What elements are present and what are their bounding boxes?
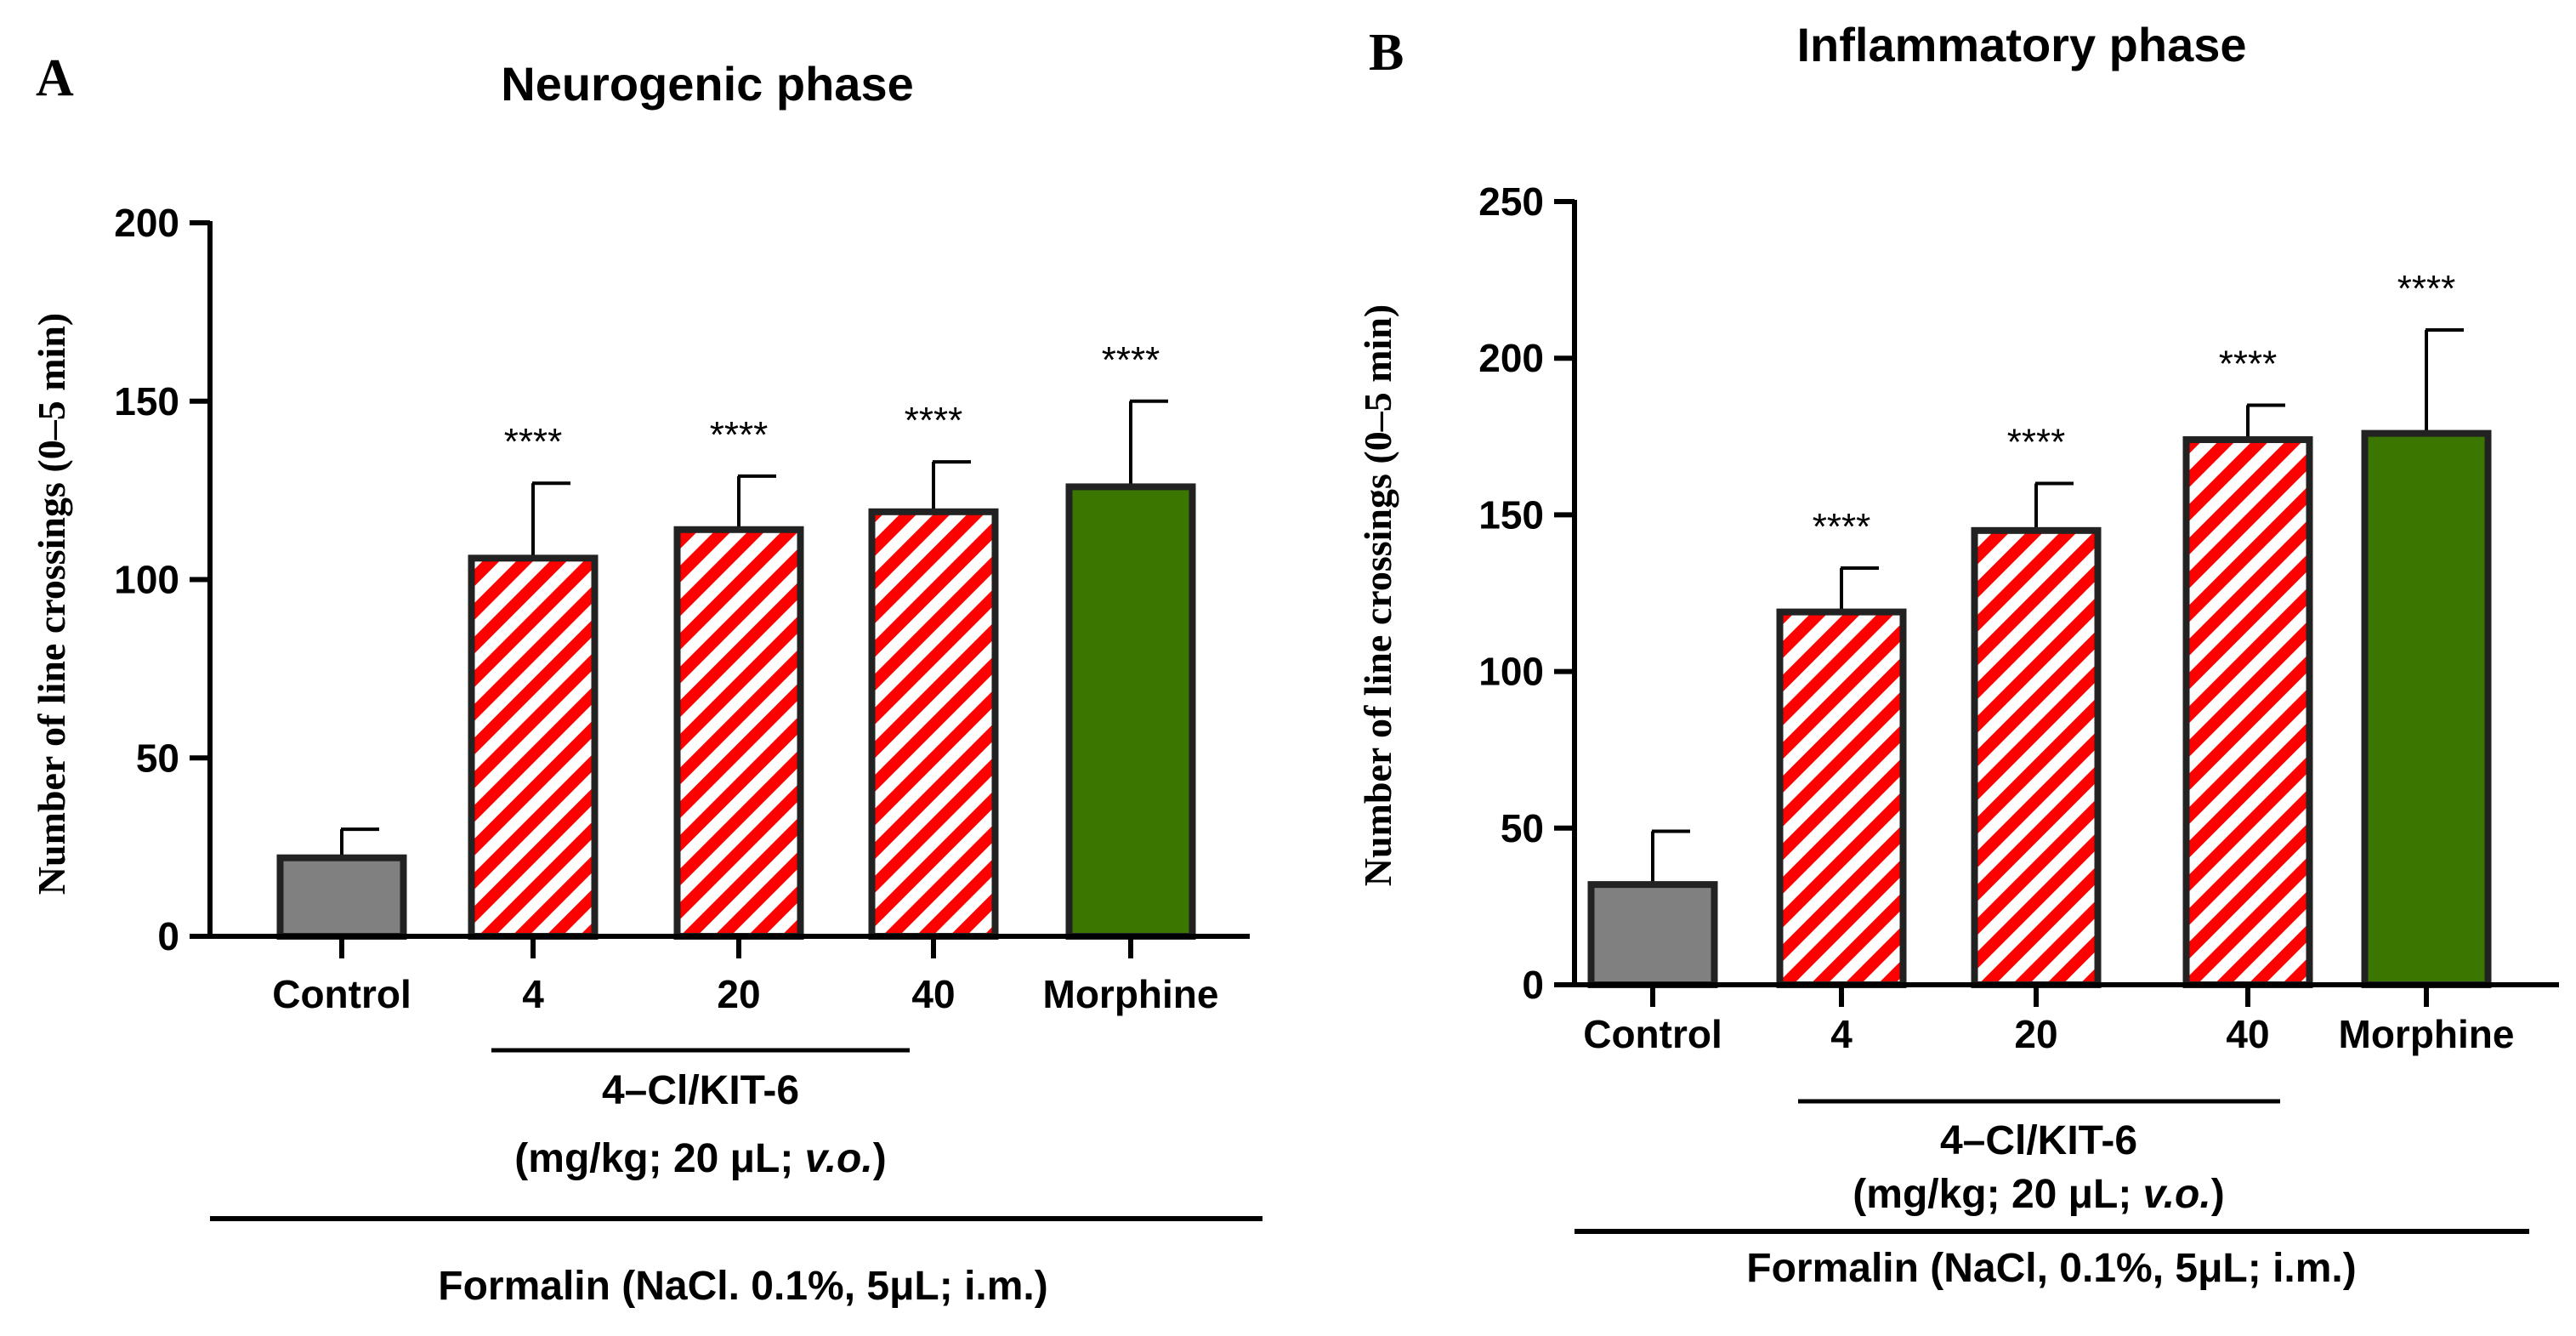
- plot-area: **** **** **** **** 0 50 100 150 200 Control 4 20 40…: [114, 201, 1250, 1016]
- bar-4: [468, 554, 599, 941]
- group-label-line2: (mg/kg; 20 μL; v.o.): [514, 1136, 886, 1181]
- group-label-line1: 4–Cl/KIT-6: [602, 1068, 799, 1113]
- x-tick-label: 4: [522, 972, 544, 1016]
- significance-label: ****: [2219, 343, 2278, 384]
- bar-4: [1776, 608, 1907, 988]
- panel-b: B Inflammatory phase Number of line cros…: [1356, 18, 2559, 1291]
- x-tick-label: 40: [2226, 1012, 2269, 1056]
- bar-20: [673, 526, 804, 941]
- x-tick-label: 40: [911, 972, 955, 1016]
- y-tick-label: 200: [114, 201, 179, 245]
- significance-label: ****: [2397, 268, 2456, 310]
- y-tick-label: 150: [1478, 492, 1544, 537]
- group-label-line2: (mg/kg; 20 μL; v.o.): [1853, 1172, 2224, 1217]
- footer-label: Formalin (NaCl. 0.1%, 5μL; i.m.): [438, 1264, 1048, 1309]
- x-tick-label: 20: [717, 972, 760, 1016]
- panel-letter: A: [36, 49, 74, 107]
- y-axis-label: Number of line crossings (0–5 min): [1356, 304, 1399, 886]
- x-tick-label: Control: [272, 972, 411, 1016]
- plot-area: **** **** **** **** 0 50 100 150 200 250 Control 4 2…: [1478, 179, 2559, 1056]
- chart-title: Inflammatory phase: [1796, 18, 2246, 71]
- x-tick-label: 20: [2014, 1012, 2057, 1056]
- significance-label: ****: [504, 421, 563, 463]
- group-label-line1: 4–Cl/KIT-6: [1940, 1118, 2137, 1163]
- significance-label: ****: [905, 400, 963, 441]
- bar-40: [2182, 435, 2313, 988]
- y-tick-label: 50: [1501, 806, 1544, 850]
- panel-a: A Neurogenic phase Number of line crossi…: [30, 49, 1262, 1309]
- significance-label: ****: [710, 414, 769, 456]
- bar-control: [1587, 881, 1718, 989]
- significance-label: ****: [1813, 506, 1871, 548]
- significance-label: ****: [1102, 339, 1160, 381]
- x-tick-label: Morphine: [1043, 972, 1219, 1016]
- y-tick-label: 200: [1478, 336, 1544, 380]
- x-tick-label: 4: [1830, 1012, 1853, 1056]
- bar-morphine: [1065, 483, 1196, 940]
- y-tick-label: 150: [114, 379, 179, 424]
- bar-control: [276, 854, 407, 941]
- y-tick-label: 50: [136, 736, 179, 780]
- x-tick-label: Control: [1583, 1012, 1722, 1056]
- y-tick-label: 250: [1478, 179, 1544, 224]
- bar-20: [1971, 526, 2102, 988]
- y-tick-label: 100: [114, 558, 179, 602]
- panel-letter: B: [1369, 24, 1404, 82]
- y-tick-label: 0: [157, 914, 179, 958]
- bar-40: [868, 508, 999, 940]
- x-tick-label: Morphine: [2339, 1012, 2515, 1056]
- chart-title: Neurogenic phase: [501, 57, 913, 111]
- footer-label: Formalin (NaCl, 0.1%, 5μL; i.m.): [1746, 1246, 2357, 1291]
- bar-morphine: [2361, 429, 2492, 988]
- y-axis-label: Number of line crossings (0–5 min): [30, 313, 73, 895]
- significance-label: ****: [2007, 422, 2066, 463]
- y-tick-label: 100: [1478, 650, 1544, 694]
- y-tick-label: 0: [1522, 963, 1544, 1007]
